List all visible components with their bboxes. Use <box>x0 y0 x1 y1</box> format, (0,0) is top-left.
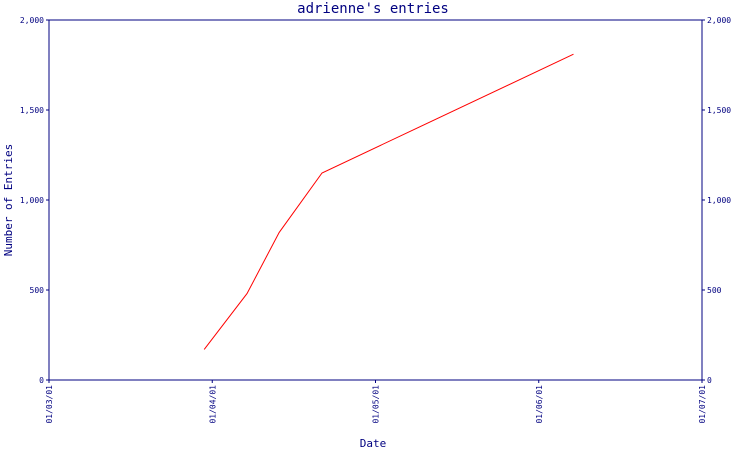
y-tick-label-right: 500 <box>707 286 722 295</box>
y-tick-label-left: 500 <box>30 286 45 295</box>
x-axis: 01/03/01 01/04/01 01/05/01 01/06/01 01/07/01 <box>45 380 707 424</box>
y-tick-label-right: 1,500 <box>707 106 731 115</box>
x-tick-label: 01/07/01 <box>698 385 707 424</box>
entries-series-line <box>203 53 574 350</box>
y-tick-label-right: 1,000 <box>707 196 731 205</box>
y-tick-label-left: 1,500 <box>20 106 44 115</box>
series-group <box>203 53 574 350</box>
x-tick-label: 01/06/01 <box>535 385 544 424</box>
y-tick-label-right: 2,000 <box>707 16 731 25</box>
y-tick-label-left: 0 <box>39 376 44 385</box>
y-tick-label-left: 1,000 <box>20 196 44 205</box>
y-axis-left: 0 500 1,000 1,500 2,000 <box>20 16 49 385</box>
x-tick-label: 01/03/01 <box>45 385 54 424</box>
x-axis-label: Date <box>360 437 387 450</box>
plot-border <box>48 19 703 381</box>
x-tick-label: 01/04/01 <box>208 385 217 424</box>
y-tick-label-right: 0 <box>707 376 712 385</box>
y-axis-right: 0 500 1,000 1,500 2,000 <box>702 16 731 385</box>
y-axis-label: Number of Entries <box>2 144 15 257</box>
chart-title: adrienne's entries <box>297 1 449 17</box>
y-tick-label-left: 2,000 <box>20 16 44 25</box>
x-tick-label: 01/05/01 <box>372 385 381 424</box>
plot-frame <box>48 19 703 381</box>
